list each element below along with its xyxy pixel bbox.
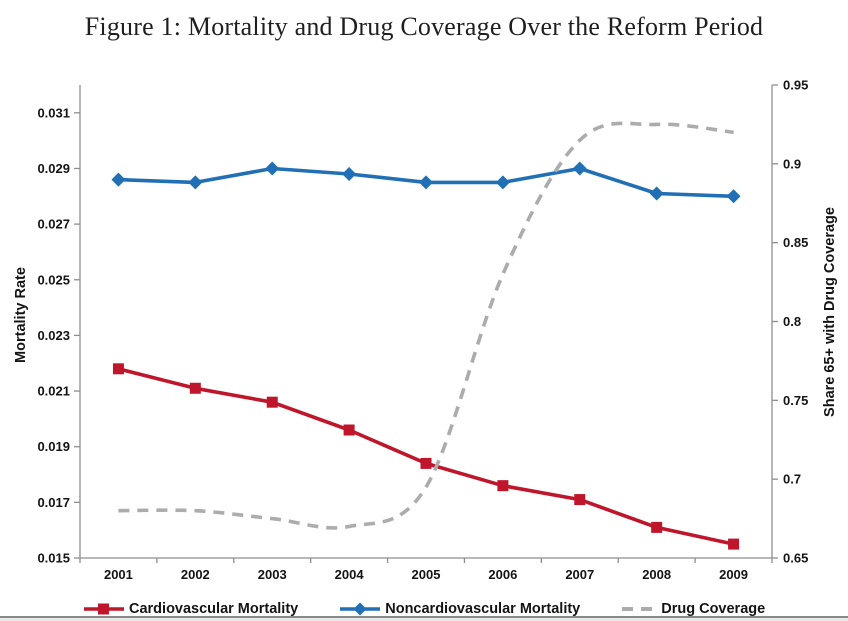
diamond-marker <box>265 161 280 176</box>
red-square-line-icon <box>84 603 124 615</box>
x-tick-label: 2004 <box>335 567 365 582</box>
square-marker <box>728 538 740 550</box>
left-tick-label: 0.025 <box>37 272 70 287</box>
chart-title: Figure 1: Mortality and Drug Coverage Ov… <box>84 12 764 41</box>
square-marker <box>574 494 586 506</box>
gray-dashes-icon <box>622 607 655 611</box>
x-tick-label: 2007 <box>565 567 594 582</box>
left-tick-label: 0.029 <box>37 161 70 176</box>
left-tick-label: 0.027 <box>37 217 70 232</box>
square-marker <box>112 363 124 375</box>
series-line-drug-coverage <box>118 121 734 530</box>
legend-label: Cardiovascular Mortality <box>129 601 299 617</box>
chart-legend: Cardiovascular Mortality Noncardiovascul… <box>82 599 792 619</box>
left-tick-label: 0.019 <box>37 439 70 454</box>
x-tick-label: 2001 <box>104 567 133 582</box>
legend-label: Drug Coverage <box>661 601 766 617</box>
legend-item-noncardiovascular: Noncardiovascular Mortality <box>338 601 580 617</box>
legend-item-drug-coverage: Drug Coverage <box>620 601 765 617</box>
diamond-marker <box>419 175 433 190</box>
diamond-marker <box>726 189 741 204</box>
right-tick-label: 0.85 <box>783 235 808 250</box>
diamond-marker <box>572 161 587 176</box>
left-tick-label: 0.015 <box>37 551 70 566</box>
series-line-cardiovascular-mortality <box>117 367 734 546</box>
x-tick-label: 2009 <box>719 567 748 582</box>
diamond-marker <box>188 175 203 190</box>
blue-diamond-line-icon <box>340 602 381 616</box>
right-tick-label: 0.95 <box>783 78 808 93</box>
diamond-marker <box>649 186 664 201</box>
square-marker <box>497 480 509 492</box>
left-tick-label: 0.023 <box>37 328 70 343</box>
diamond-marker <box>495 175 510 190</box>
x-tick-label: 2005 <box>412 567 441 582</box>
right-tick-label: 0.9 <box>783 156 801 171</box>
window-bottom-edge <box>0 616 848 621</box>
left-tick-label: 0.017 <box>37 495 70 510</box>
diamond-marker <box>342 167 357 182</box>
x-tick-label: 2003 <box>258 567 287 582</box>
right-tick-label: 0.75 <box>783 393 808 408</box>
right-axis-title: Share 65+ with Drug Coverage <box>822 207 838 417</box>
square-marker <box>189 382 201 394</box>
square-marker <box>420 457 432 469</box>
square-marker <box>651 521 663 533</box>
right-tick-label: 0.65 <box>783 551 808 566</box>
left-axis-title: Mortality Rate <box>13 267 29 363</box>
square-marker <box>266 396 278 408</box>
right-tick-label: 0.8 <box>783 314 801 329</box>
chart-plot-area: 0.015 0.017 0.019 0.021 0.023 0.025 0.027 0.029… <box>37 78 808 583</box>
left-tick-label: 0.021 <box>37 384 70 399</box>
square-marker <box>343 424 355 436</box>
x-tick-label: 2002 <box>181 567 210 582</box>
x-tick-label: 2008 <box>642 567 671 582</box>
diamond-marker <box>111 172 126 187</box>
legend-item-cardiovascular: Cardiovascular Mortality <box>82 601 298 617</box>
legend-label: Noncardiovascular Mortality <box>385 601 581 617</box>
x-tick-label: 2006 <box>488 567 517 582</box>
left-tick-label: 0.031 <box>37 105 70 120</box>
right-tick-label: 0.7 <box>783 472 801 487</box>
